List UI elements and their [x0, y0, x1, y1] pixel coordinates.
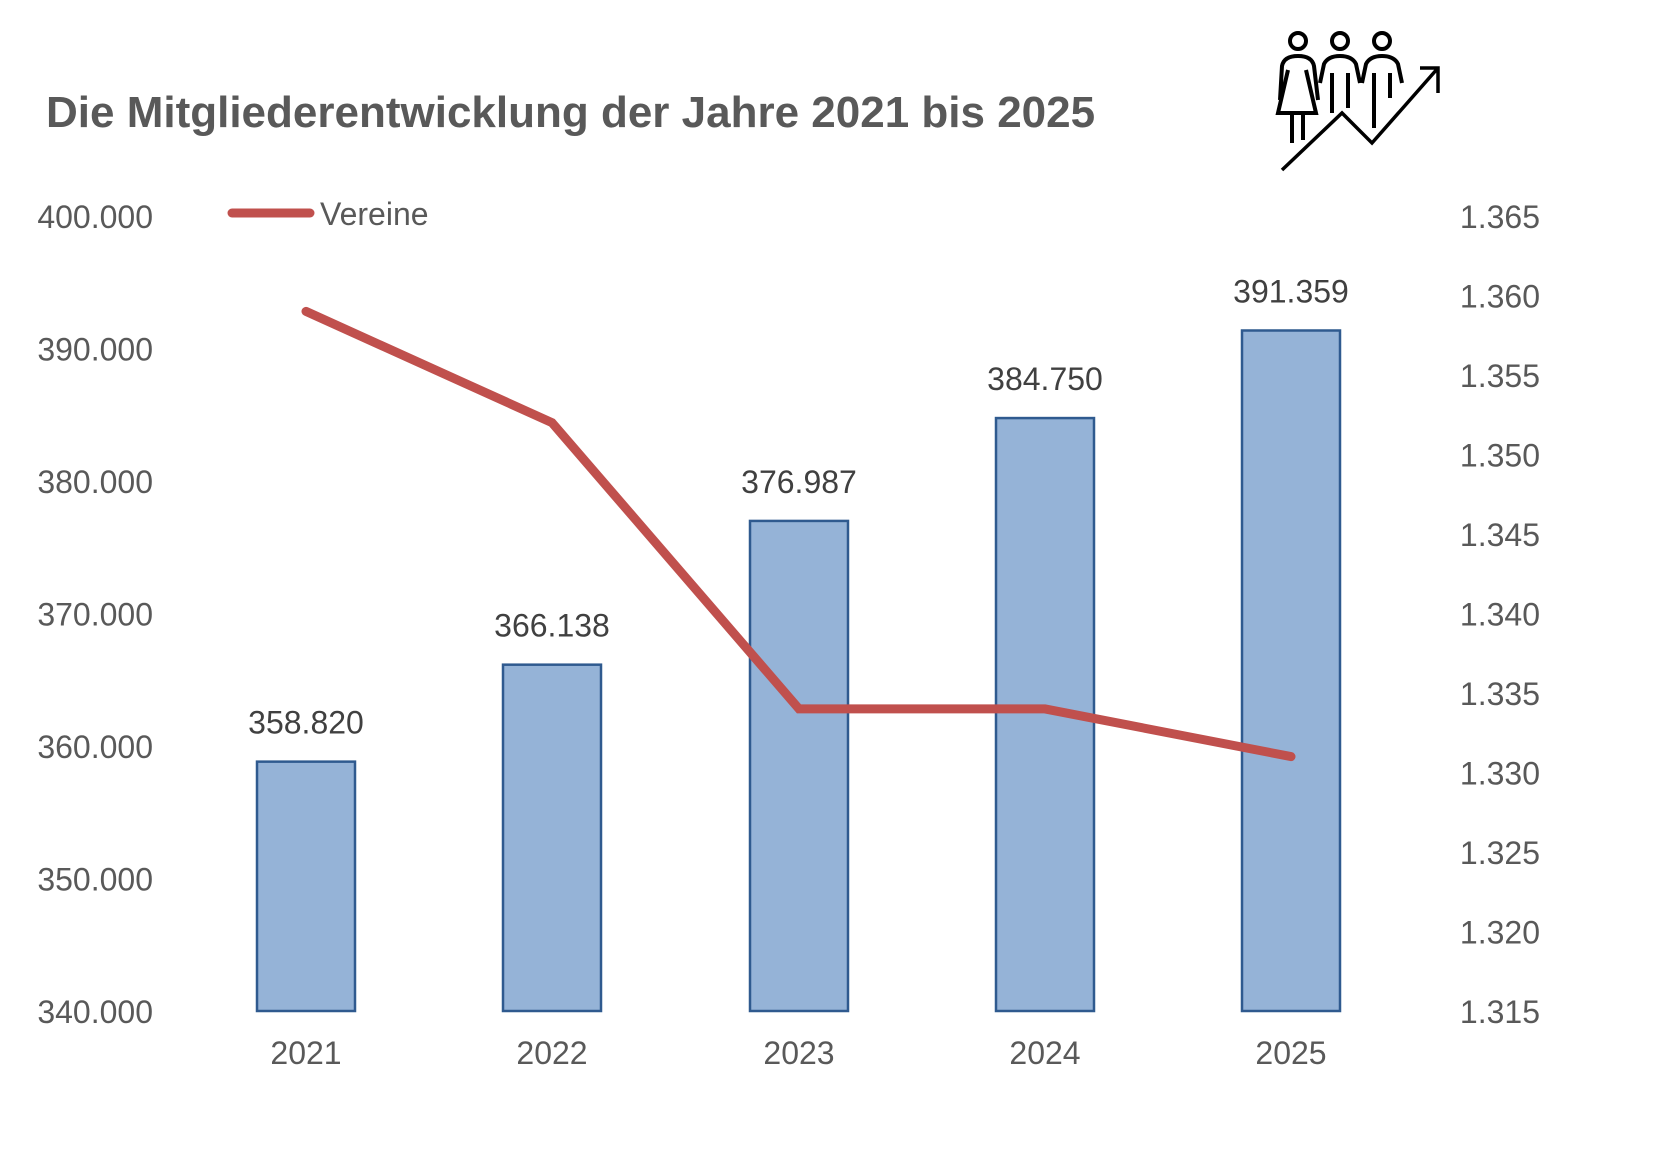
right-axis-tick: 1.355: [1460, 358, 1540, 394]
x-axis-tick: 2022: [516, 1035, 587, 1071]
bar-data-label: 376.987: [741, 464, 857, 500]
x-axis-tick: 2023: [763, 1035, 834, 1071]
right-axis-tick: 1.345: [1460, 517, 1540, 553]
right-axis-tick: 1.365: [1460, 199, 1540, 235]
bar: [255, 760, 357, 1013]
left-axis-tick: 390.000: [37, 332, 153, 368]
x-axis-tick: 2021: [270, 1035, 341, 1071]
bar-data-label: 384.750: [987, 361, 1103, 397]
bar: [748, 519, 850, 1013]
left-axis-tick: 380.000: [37, 464, 153, 500]
right-axis-tick: 1.325: [1460, 835, 1540, 871]
x-axis: 2021 2022 2023 2024 2025: [270, 1035, 1326, 1071]
left-axis-tick: 340.000: [37, 994, 153, 1030]
bar-data-label: 358.820: [248, 705, 364, 741]
right-axis-tick: 1.340: [1460, 597, 1540, 633]
x-axis-tick: 2024: [1009, 1035, 1080, 1071]
line-series-vereine: [301, 306, 1296, 762]
left-axis-tick: 370.000: [37, 597, 153, 633]
bar-series: 358.820 366.138 376.987 384.750 391.359: [248, 273, 1349, 1013]
right-axis-tick: 1.330: [1460, 756, 1540, 792]
bar-data-label: 391.359: [1233, 273, 1349, 309]
vereine-line: [301, 306, 1296, 762]
right-axis-tick: 1.360: [1460, 279, 1540, 315]
right-axis-tick: 1.350: [1460, 438, 1540, 474]
x-axis-tick: 2025: [1255, 1035, 1326, 1071]
legend: Vereine: [227, 196, 429, 232]
right-axis-tick: 1.335: [1460, 676, 1540, 712]
bar-data-label: 366.138: [494, 608, 610, 644]
bar: [501, 663, 603, 1013]
left-axis-tick: 400.000: [37, 199, 153, 235]
right-axis: 1.365 1.360 1.355 1.350 1.345 1.340 1.335 1.330…: [1460, 199, 1540, 1030]
right-axis-tick: 1.320: [1460, 915, 1540, 951]
people-growth-arrow-icon: [1275, 31, 1440, 172]
left-axis-tick: 350.000: [37, 862, 153, 898]
right-axis-tick: 1.315: [1460, 994, 1540, 1030]
legend-label: Vereine: [320, 196, 429, 232]
bar: [1240, 329, 1342, 1013]
chart-title: Die Mitgliederentwicklung der Jahre 2021…: [46, 88, 1096, 137]
left-axis-tick: 360.000: [37, 729, 153, 765]
left-axis: 400.000 390.000 380.000 370.000 360.000 350.0…: [37, 199, 153, 1030]
